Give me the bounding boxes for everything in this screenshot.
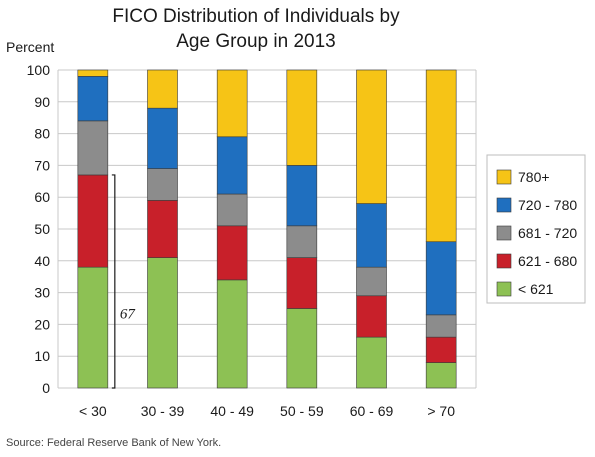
chart-title-line-1: FICO Distribution of Individuals by bbox=[112, 6, 400, 27]
bar-30-39-lt-621 bbox=[147, 257, 178, 389]
bar-40-49-780plus bbox=[216, 69, 248, 138]
chart-title-line-2: Age Group in 2013 bbox=[176, 31, 336, 52]
y-tick-label: 100 bbox=[27, 62, 51, 78]
bar-gt-70-621-680 bbox=[425, 336, 457, 363]
y-tick-label: 40 bbox=[34, 253, 50, 269]
bar-30-39-780plus bbox=[147, 69, 178, 109]
bracket-annotation bbox=[111, 174, 116, 389]
bar-60-69-780plus bbox=[356, 69, 387, 204]
bar-40-49-621-680 bbox=[216, 225, 248, 281]
source-note: Source: Federal Reserve Bank of New York… bbox=[6, 437, 221, 449]
bar-30-39-681-720 bbox=[147, 168, 178, 201]
y-tick-label: 60 bbox=[34, 189, 50, 205]
x-tick-label: > 70 bbox=[427, 403, 455, 419]
annotation-label: 67 bbox=[120, 306, 137, 322]
y-tick-label: 50 bbox=[34, 221, 50, 237]
legend-swatch-621-680 bbox=[496, 253, 512, 269]
bars bbox=[77, 69, 457, 389]
bar-lt-30-780plus bbox=[77, 69, 109, 77]
legend-label-780plus: 780+ bbox=[518, 169, 550, 185]
x-tick-label: 60 - 69 bbox=[350, 403, 394, 419]
bar-40-49-681-720 bbox=[216, 193, 248, 227]
x-axis-ticks: < 30 30 - 39 40 - 49 50 - 59 60 - 69 > 70 bbox=[79, 403, 455, 419]
x-tick-label: 30 - 39 bbox=[141, 403, 185, 419]
bar-gt-70-720-780 bbox=[425, 241, 457, 316]
y-tick-label: 80 bbox=[34, 126, 50, 142]
legend-label-lt-621: < 621 bbox=[518, 281, 554, 297]
bar-60-69-621-680 bbox=[356, 295, 387, 338]
gridlines bbox=[57, 69, 477, 389]
x-tick-label: < 30 bbox=[79, 403, 107, 419]
legend-label-720-780: 720 - 780 bbox=[518, 197, 577, 213]
bar-60-69-681-720 bbox=[356, 266, 387, 297]
bar-lt-30-lt-621 bbox=[77, 266, 109, 389]
legend-swatch-780plus bbox=[496, 169, 512, 185]
bar-lt-30-681-720 bbox=[77, 120, 109, 176]
bar-gt-70-681-720 bbox=[425, 314, 457, 338]
legend-swatch-681-720 bbox=[496, 225, 512, 241]
bar-60-69-lt-621 bbox=[356, 336, 387, 389]
legend-label-681-720: 681 - 720 bbox=[518, 225, 577, 241]
legend: 780+ 720 - 780 681 - 720 621 - 680 < 621 bbox=[496, 169, 577, 297]
bar-gt-70-780plus bbox=[425, 69, 457, 243]
y-tick-label: 70 bbox=[34, 157, 50, 173]
y-tick-label: 0 bbox=[42, 380, 50, 396]
bar-gt-70-lt-621 bbox=[425, 362, 457, 389]
bar-lt-30-621-680 bbox=[77, 174, 109, 268]
bar-50-59-780plus bbox=[286, 69, 318, 166]
legend-swatch-lt-621 bbox=[496, 281, 512, 297]
x-tick-label: 40 - 49 bbox=[210, 403, 254, 419]
bar-50-59-621-680 bbox=[286, 257, 318, 309]
bar-40-49-lt-621 bbox=[216, 279, 248, 389]
legend-label-621-680: 621 - 680 bbox=[518, 253, 577, 269]
y-axis-label: Percent bbox=[6, 39, 54, 55]
y-axis-ticks: 0 10 20 30 40 50 60 70 80 90 100 bbox=[27, 62, 51, 396]
bar-50-59-720-780 bbox=[286, 165, 318, 227]
bar-50-59-lt-621 bbox=[286, 308, 318, 389]
bar-60-69-720-780 bbox=[356, 203, 387, 268]
annotations: 67 bbox=[111, 174, 137, 389]
bar-lt-30-720-780 bbox=[77, 76, 109, 122]
legend-swatch-720-780 bbox=[496, 197, 512, 213]
bar-40-49-720-780 bbox=[216, 136, 248, 195]
bar-30-39-720-780 bbox=[147, 107, 178, 169]
bar-30-39-621-680 bbox=[147, 200, 178, 258]
y-tick-label: 20 bbox=[34, 316, 50, 332]
y-tick-label: 90 bbox=[34, 94, 50, 110]
bar-50-59-681-720 bbox=[286, 225, 318, 258]
x-tick-label: 50 - 59 bbox=[280, 403, 324, 419]
y-tick-label: 10 bbox=[34, 348, 50, 364]
y-tick-label: 30 bbox=[34, 285, 50, 301]
